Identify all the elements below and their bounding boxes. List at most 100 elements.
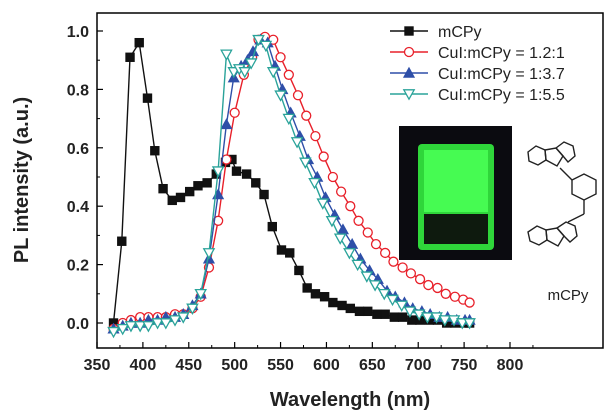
data-point — [421, 312, 434, 324]
molecule-structure — [527, 141, 597, 247]
data-point — [212, 215, 224, 226]
x-tick-label: 450 — [175, 357, 202, 374]
data-point — [386, 294, 399, 307]
data-point — [455, 318, 469, 330]
data-point — [463, 318, 476, 330]
data-point — [345, 303, 356, 314]
legend-label: CuI:mCPy = 1:5.5 — [438, 87, 565, 104]
data-point — [336, 223, 350, 235]
data-point — [244, 58, 258, 70]
data-point — [282, 113, 296, 126]
data-point — [259, 40, 273, 53]
legend-marker — [402, 66, 416, 78]
legend-marker — [402, 89, 416, 101]
data-point — [186, 303, 199, 315]
data-point — [405, 268, 417, 279]
data-point — [299, 157, 312, 169]
photo-film-dark-band — [424, 214, 488, 244]
data-point — [353, 215, 364, 226]
inset-photo — [399, 126, 512, 260]
data-point — [397, 312, 408, 322]
data-point — [175, 192, 186, 203]
x-tick-label: 600 — [313, 357, 340, 374]
data-point — [290, 137, 304, 149]
data-point — [464, 297, 475, 308]
data-point — [220, 118, 233, 130]
legend-marker — [404, 26, 414, 36]
data-point — [370, 239, 382, 250]
data-point — [202, 178, 212, 188]
data-point — [368, 280, 382, 292]
data-point — [351, 259, 364, 272]
y-axis-title: PL intensity (a.u.) — [11, 97, 33, 263]
y-axis-ticks: 0.0 0.2 0.4 0.6 0.8 1.0 — [67, 24, 103, 333]
data-point — [310, 289, 321, 299]
data-point — [335, 186, 347, 197]
data-point — [362, 227, 373, 238]
data-point — [389, 312, 400, 322]
data-point — [151, 318, 164, 330]
data-point — [107, 326, 120, 339]
legend: mCPy CuI:mCPy = 1.2:1 CuI:mCPy = 1:3.7 CuI:… — [390, 24, 565, 104]
data-point — [167, 195, 177, 206]
data-point — [397, 262, 408, 273]
data-point — [238, 67, 252, 79]
data-point — [328, 297, 338, 308]
data-point — [134, 37, 144, 48]
y-tick-label: 0.6 — [67, 141, 89, 158]
data-point — [267, 221, 277, 232]
data-point — [310, 130, 321, 142]
carbazole-bottom-ring-right — [555, 221, 578, 243]
data-point — [363, 306, 373, 317]
data-point — [117, 236, 127, 246]
data-point — [432, 282, 443, 294]
bond — [567, 213, 585, 223]
data-point — [241, 169, 252, 179]
data-point — [308, 177, 321, 190]
pyridine-ring — [571, 173, 597, 201]
legend-marker — [403, 46, 415, 58]
legend-label: CuI:mCPy = 1.2:1 — [438, 45, 565, 62]
x-axis-title: Wavelength (nm) — [270, 389, 430, 411]
data-point — [116, 323, 130, 336]
x-tick-label: 800 — [497, 357, 524, 374]
plot-frame — [96, 12, 604, 349]
x-axis-ticks: 350 400 450 500 550 600 650 700 750 800 — [84, 342, 534, 374]
data-point — [346, 237, 359, 249]
data-point — [194, 288, 208, 301]
data-point — [229, 107, 240, 118]
data-point — [231, 166, 242, 176]
data-point — [388, 256, 399, 267]
data-point — [380, 247, 391, 259]
y-tick-label: 1.0 — [67, 24, 89, 41]
x-tick-label: 500 — [221, 357, 248, 374]
y-tick-label: 0.4 — [67, 199, 89, 216]
data-point — [318, 151, 329, 162]
y-tick-label: 0.0 — [67, 316, 89, 333]
y-tick-label: 0.2 — [67, 258, 89, 275]
data-point — [211, 166, 225, 178]
data-point — [292, 90, 304, 101]
data-point — [316, 198, 330, 210]
data-point — [343, 248, 356, 260]
legend-label: mCPy — [438, 24, 482, 41]
molecule-label: mCPy — [548, 287, 589, 304]
data-point — [327, 171, 339, 183]
data-point — [168, 315, 182, 327]
data-point — [220, 49, 233, 61]
data-point — [275, 52, 286, 63]
data-point — [294, 265, 304, 276]
data-point — [423, 279, 434, 291]
data-point — [274, 90, 287, 102]
data-point — [193, 181, 203, 191]
data-point — [142, 321, 155, 333]
series-4 — [107, 34, 476, 339]
data-point — [158, 183, 168, 194]
data-point — [395, 300, 409, 313]
series-layer — [107, 31, 476, 339]
data-point — [159, 318, 173, 330]
x-tick-label: 750 — [451, 357, 478, 374]
data-point — [133, 321, 147, 333]
data-point — [150, 146, 160, 156]
